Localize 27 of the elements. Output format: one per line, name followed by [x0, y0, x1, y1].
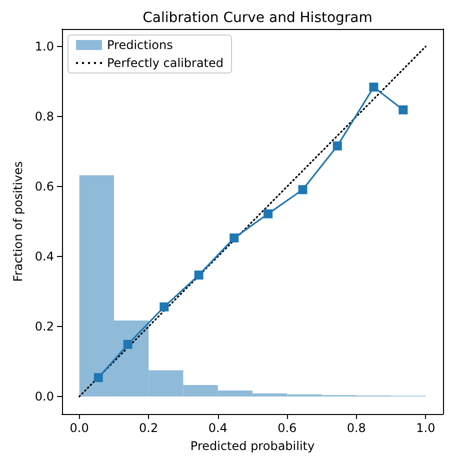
y-tick-label: 0.8: [34, 110, 54, 124]
x-tick-label: 0.2: [139, 421, 158, 435]
legend-label: Predictions: [107, 38, 173, 52]
chart-title: Calibration Curve and Histogram: [142, 10, 372, 26]
x-axis-title: Predicted probability: [190, 439, 315, 453]
point: [264, 209, 273, 218]
y-tick-label: 1.0: [34, 40, 54, 54]
point: [398, 105, 408, 114]
point: [298, 185, 308, 194]
point: [160, 302, 169, 312]
y-tick-label: 0.4: [34, 250, 54, 264]
x-tick-label: 0.6: [278, 421, 297, 435]
point: [123, 340, 132, 349]
y-tick-label: 0.6: [34, 180, 54, 194]
x-tick-label: 0.8: [346, 421, 366, 435]
x-tick-label: 0.4: [208, 421, 228, 435]
x-tick-label: 0.0: [70, 421, 89, 435]
y-tick-label: 0.0: [34, 390, 54, 404]
y-tick-label: 0.2: [34, 320, 54, 334]
x-tick-label: 1.0: [416, 421, 436, 435]
point: [332, 141, 342, 150]
point: [94, 373, 103, 382]
point: [369, 82, 378, 92]
point: [194, 270, 204, 280]
point: [230, 233, 239, 242]
legend-label: Perfectly calibrated: [107, 56, 224, 70]
y-axis-title: Fraction of positives: [11, 161, 25, 282]
